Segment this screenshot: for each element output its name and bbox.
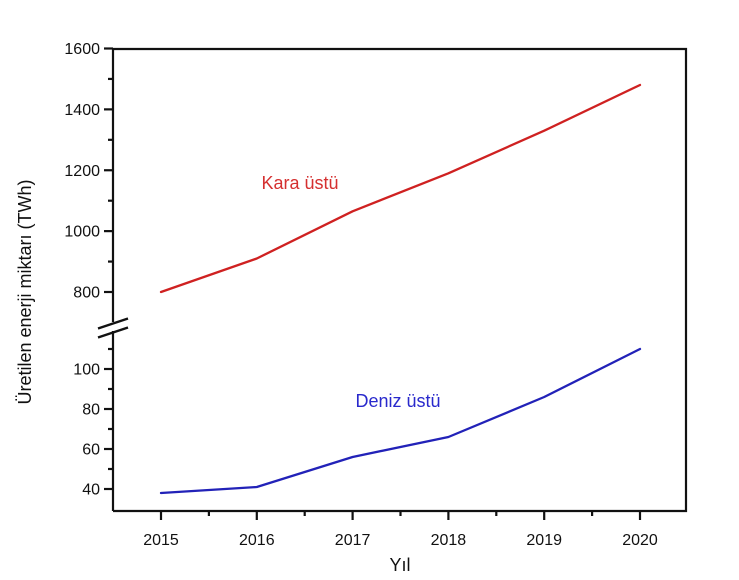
x-axis-title: Yıl [389,555,410,575]
y-tick-label-1400: 1400 [64,102,100,119]
y-tick-label-40: 40 [82,482,100,499]
y-tick-label-1200: 1200 [64,163,100,180]
y-tick-label-100: 100 [73,362,100,379]
series-line-lower [159,347,642,495]
axis-break-slash-2 [97,326,129,339]
y-tick-label-60: 60 [82,442,100,459]
y-tick-label-80: 80 [82,402,100,419]
series-label-kara-ustu: Kara üstü [261,173,338,193]
series-line-upper [159,83,642,294]
y-axis-title: Üretilen enerji miktarı (TWh) [15,179,35,404]
y-tick-label-1000: 1000 [64,224,100,241]
x-tick-label-2020: 2020 [622,532,658,549]
x-tick-label-2017: 2017 [335,532,371,549]
series-label-deniz-ustu: Deniz üstü [355,391,440,411]
plot-border [113,47,688,513]
x-tick-label-2015: 2015 [143,532,179,549]
x-tick-label-2016: 2016 [239,532,275,549]
axis-break-slash-1 [97,317,129,330]
chart-generated-layer: 800 1000 1200 1400 1600 40 60 80 100 2015 2016 2017… [64,41,688,549]
x-tick-label-2019: 2019 [526,532,562,549]
y-tick-label-800: 800 [73,285,100,302]
x-tick-label-2018: 2018 [431,532,467,549]
y-tick-label-1600: 1600 [64,41,100,58]
